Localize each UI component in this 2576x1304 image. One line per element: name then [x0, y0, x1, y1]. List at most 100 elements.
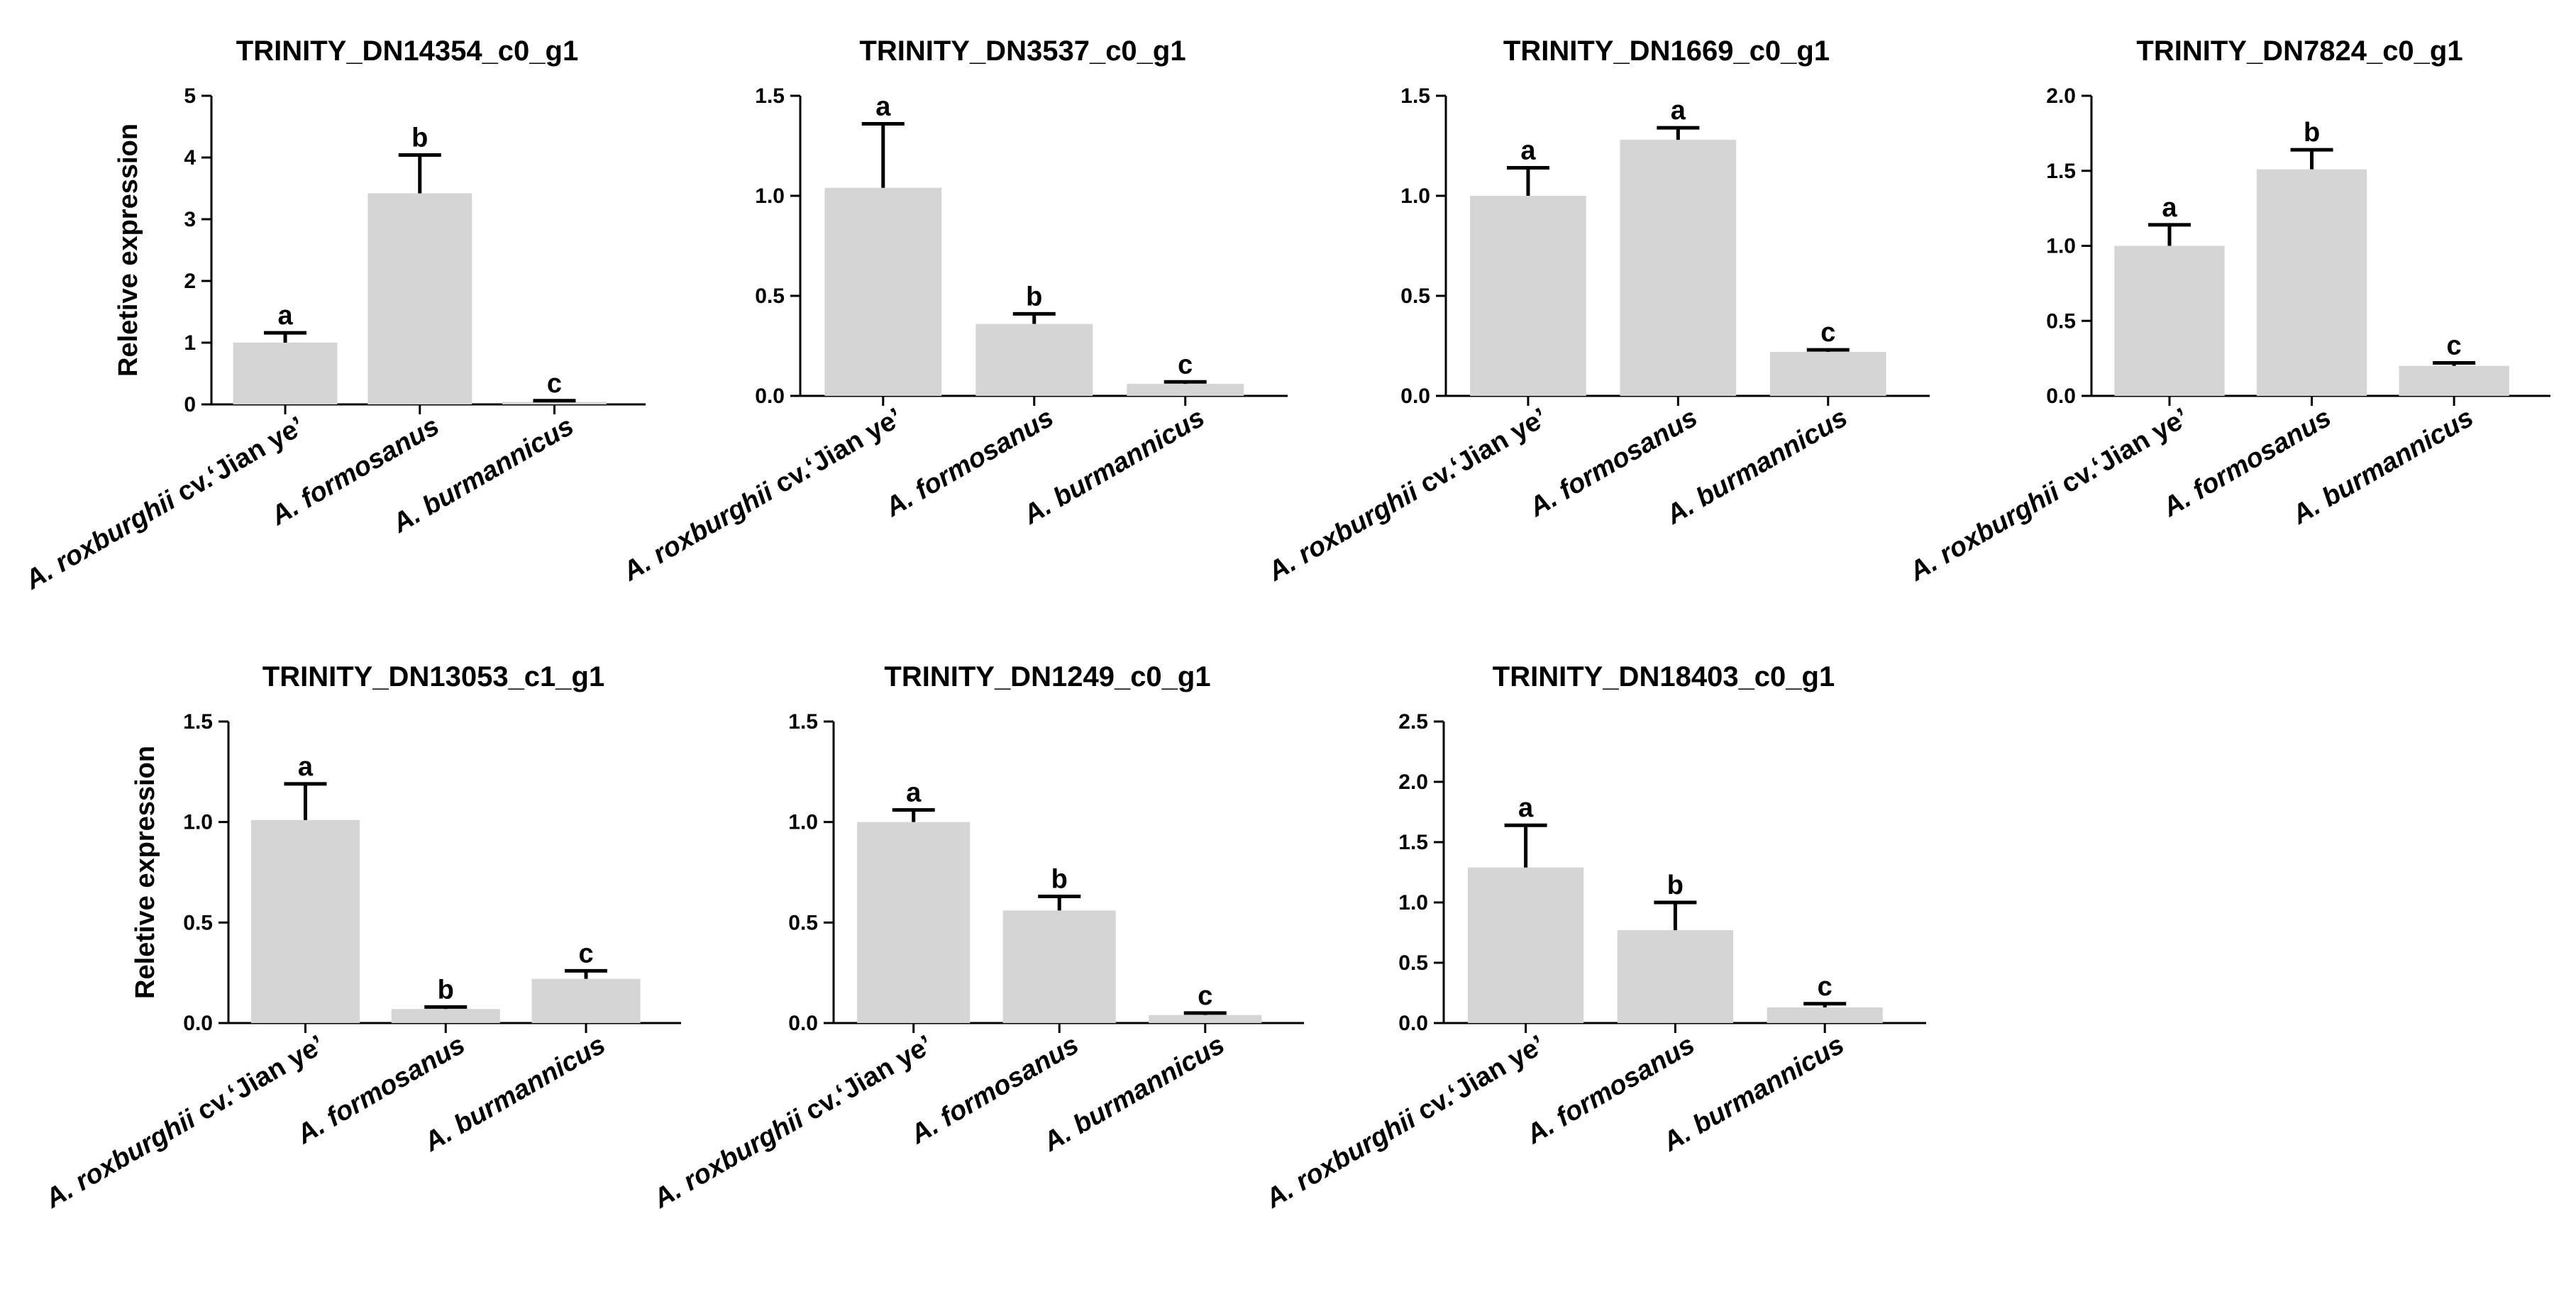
bar-1 [857, 822, 971, 1023]
significance-letter: c [1820, 318, 1835, 348]
x-category-label: A. roxburghii cv.‘Jian ye’ [40, 1029, 330, 1214]
y-tick-label: 4 [184, 146, 196, 170]
category-cultivar: cv.‘Jian ye’ [1415, 402, 1552, 499]
chart-panel-7: TRINITY_DN18403_c0_g1 0.0 0.5 1.0 1.5 2.0 2.5 a… [1260, 661, 1926, 1215]
chart-title: TRINITY_DN1669_c0_g1 [1503, 35, 1830, 67]
y-tick-label: 2.5 [1398, 710, 1428, 734]
chart-title: TRINITY_DN1249_c0_g1 [884, 661, 1210, 692]
x-category-label: A. roxburghii cv.‘Jian ye’ [1260, 1029, 1550, 1214]
bar-2 [2256, 169, 2367, 396]
significance-letter: b [438, 975, 454, 1005]
bar-3 [1769, 351, 1886, 396]
significance-letter: a [1520, 136, 1536, 166]
y-axis-label: Reletive expression [131, 746, 160, 999]
y-tick-label: 1.5 [183, 710, 213, 734]
category-species: A. roxburghii [1262, 473, 1430, 587]
bar-3 [1127, 384, 1244, 396]
x-category-label: A. roxburghii cv.‘Jian ye’ [1904, 402, 2194, 587]
significance-letter: c [547, 369, 562, 399]
category-cultivar: cv.‘Jian ye’ [770, 402, 907, 499]
category-species: A. roxburghii [1260, 1100, 1427, 1214]
bar-2 [1617, 930, 1733, 1023]
chart-panel-4: TRINITY_DN7824_c0_g1 0.0 0.5 1.0 1.5 2.0 a A. r… [1904, 35, 2550, 587]
x-category-label: A. roxburghii cv.‘Jian ye’ [648, 1029, 938, 1214]
y-tick-label: 2.0 [1398, 770, 1428, 794]
significance-letter: a [875, 92, 891, 121]
y-tick-label: 0.0 [788, 1012, 818, 1035]
y-axis-label: Reletive expression [114, 123, 143, 377]
y-tick-label: 1.5 [755, 84, 785, 108]
y-tick-label: 1.0 [755, 184, 785, 208]
y-tick-label: 0.0 [755, 385, 785, 408]
significance-letter: b [411, 123, 428, 153]
chart-panel-2: TRINITY_DN3537_c0_g1 0.0 0.5 1.0 1.5 a A. roxb… [617, 35, 1288, 587]
bar-1 [1468, 867, 1584, 1023]
significance-letter: b [1051, 865, 1068, 895]
significance-letter: c [1198, 981, 1212, 1011]
x-category-label: A. roxburghii cv.‘Jian ye’ [617, 402, 907, 587]
y-tick-label: 1.0 [183, 811, 213, 834]
bar-2 [975, 324, 1093, 396]
y-tick-label: 0.5 [2046, 309, 2076, 333]
bar-1 [233, 343, 338, 404]
chart-title: TRINITY_DN18403_c0_g1 [1493, 661, 1835, 692]
y-tick-label: 0.5 [755, 284, 785, 308]
y-tick-label: 0.0 [1400, 385, 1430, 408]
bar-1 [2114, 245, 2225, 396]
category-cultivar: cv.‘Jian ye’ [1413, 1029, 1550, 1126]
bar-3 [2399, 365, 2509, 396]
bar-2 [367, 193, 472, 404]
significance-letter: a [1518, 793, 1534, 823]
y-tick-label: 1.5 [1400, 84, 1430, 108]
y-tick-label: 2 [184, 270, 196, 293]
y-tick-label: 0 [184, 393, 196, 416]
y-tick-label: 1.0 [1400, 184, 1430, 208]
significance-letter: c [578, 939, 593, 968]
x-category-label: A. roxburghii cv.‘Jian ye’ [20, 411, 310, 595]
y-tick-label: 1.0 [1398, 891, 1428, 915]
category-species: A. roxburghii [617, 473, 785, 587]
significance-letter: b [1667, 871, 1684, 900]
chart-panel-5: TRINITY_DN13053_c1_g1 Reletive expression… [40, 661, 681, 1215]
category-species: A. roxburghii [648, 1100, 815, 1214]
bar-2 [1620, 140, 1737, 397]
category-species: A. roxburghii [40, 1100, 207, 1214]
y-tick-label: 0.5 [1398, 951, 1428, 975]
significance-letter: c [1178, 350, 1193, 380]
significance-letter: b [1026, 282, 1042, 311]
significance-letter: a [1671, 96, 1686, 126]
bar-2 [1002, 910, 1116, 1023]
significance-letter: a [2162, 193, 2177, 223]
bar-3 [502, 402, 607, 404]
category-cultivar: cv.‘Jian ye’ [192, 1029, 330, 1126]
chart-title: TRINITY_DN3537_c0_g1 [859, 35, 1185, 67]
category-species: A. roxburghii [20, 482, 187, 595]
y-tick-label: 0.0 [2046, 385, 2076, 408]
category-cultivar: cv.‘Jian ye’ [800, 1029, 938, 1126]
bar-3 [1767, 1007, 1883, 1023]
y-tick-label: 0.0 [1398, 1012, 1428, 1035]
chart-panel-1: TRINITY_DN14354_c0_g1 Reletive expression… [20, 35, 646, 596]
significance-letter: b [2304, 118, 2320, 148]
y-tick-label: 1.0 [2046, 235, 2076, 258]
y-tick-label: 1.5 [1398, 831, 1428, 854]
bar-1 [1470, 196, 1586, 396]
y-tick-label: 5 [184, 84, 196, 108]
chart-title: TRINITY_DN7824_c0_g1 [2136, 35, 2462, 67]
chart-title: TRINITY_DN14354_c0_g1 [236, 35, 578, 67]
chart-title: TRINITY_DN13053_c1_g1 [262, 661, 604, 692]
y-tick-label: 0.0 [183, 1012, 213, 1035]
bar-3 [531, 978, 641, 1023]
y-tick-label: 1 [184, 331, 196, 355]
x-category-label: A. roxburghii cv.‘Jian ye’ [1262, 402, 1552, 587]
significance-letter: a [298, 752, 314, 782]
bar-2 [391, 1009, 500, 1023]
bar-1 [824, 187, 942, 396]
chart-panel-3: TRINITY_DN1669_c0_g1 0.0 0.5 1.0 1.5 a A. roxb… [1262, 35, 1930, 587]
category-species: A. roxburghii [1904, 473, 2072, 587]
y-tick-label: 1.0 [788, 811, 818, 834]
y-tick-label: 1.5 [2046, 160, 2076, 183]
bar-3 [1149, 1015, 1262, 1023]
